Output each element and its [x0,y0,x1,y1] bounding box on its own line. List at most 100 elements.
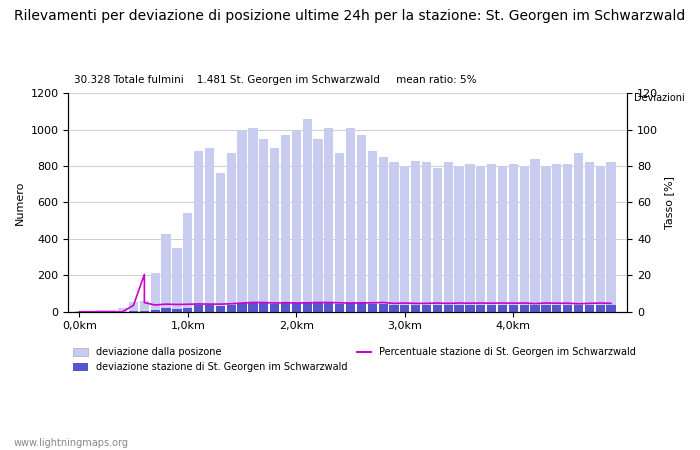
Bar [422,162,431,312]
Bar [466,305,475,312]
Bar [368,152,377,312]
Bar [314,303,323,312]
Bar [476,305,485,312]
Bar [107,310,116,312]
Bar [400,166,410,312]
Bar [302,302,312,312]
Bar [302,119,312,312]
Text: www.lightningmaps.org: www.lightningmaps.org [14,438,129,448]
Bar [563,305,572,312]
Bar [227,153,236,312]
Bar [498,166,507,312]
Bar [150,273,160,312]
Bar [346,303,355,312]
Bar [519,305,528,312]
Bar [574,305,583,312]
Bar [183,308,192,312]
Text: 30.328 Totale fulmini    1.481 St. Georgen im Schwarzwald     mean ratio: 5%: 30.328 Totale fulmini 1.481 St. Georgen … [74,76,477,86]
Bar [162,234,171,312]
Bar [476,166,485,312]
Bar [172,309,181,312]
Bar [584,162,594,312]
Bar [140,301,149,312]
Bar [248,302,258,312]
Bar [596,305,605,312]
Text: Rilevamenti per deviazione di posizione ultime 24h per la stazione: St. Georgen : Rilevamenti per deviazione di posizione … [15,9,685,23]
Bar [118,308,127,312]
Bar [292,303,301,312]
Bar [227,305,236,312]
Bar [162,309,171,312]
Bar [357,303,366,312]
Bar [454,305,463,312]
Bar [531,305,540,312]
Bar [281,303,290,312]
Bar [270,304,279,312]
Bar [466,164,475,312]
Bar [584,305,594,312]
Bar [563,164,572,312]
Bar [292,130,301,312]
Bar [531,159,540,312]
Bar [357,135,366,312]
Bar [509,164,518,312]
Bar [552,305,561,312]
Bar [444,162,453,312]
Bar [411,161,420,312]
Bar [237,131,246,312]
Bar [379,304,388,312]
Bar [606,305,615,312]
Legend: deviazione dalla posizone, deviazione stazione di St. Georgen im Schwarzwald, Pe: deviazione dalla posizone, deviazione st… [74,347,636,372]
Y-axis label: Tasso [%]: Tasso [%] [664,176,673,229]
Bar [150,310,160,312]
Bar [498,305,507,312]
Bar [183,213,192,312]
Bar [281,135,290,312]
Bar [259,139,268,312]
Bar [487,305,496,312]
Bar [519,166,528,312]
Bar [509,305,518,312]
Bar [335,304,344,312]
Bar [400,305,410,312]
Bar [346,128,355,312]
Bar [454,166,463,312]
Bar [248,128,258,312]
Bar [194,305,203,312]
Bar [379,157,388,312]
Bar [216,306,225,312]
Bar [574,153,583,312]
Bar [444,305,453,312]
Bar [433,168,442,312]
Bar [422,305,431,312]
Bar [541,166,550,312]
Bar [368,304,377,312]
Bar [552,164,561,312]
Bar [335,153,344,312]
Bar [487,164,496,312]
Bar [75,311,84,312]
Bar [389,162,398,312]
Bar [216,173,225,312]
Bar [389,305,398,312]
Bar [259,303,268,312]
Bar [433,305,442,312]
Bar [172,248,181,312]
Bar [194,152,203,312]
Bar [205,305,214,312]
Bar [324,128,333,312]
Bar [97,310,106,312]
Bar [237,303,246,312]
Bar [129,302,138,312]
Bar [314,139,323,312]
Bar [140,311,149,312]
Bar [596,166,605,312]
Y-axis label: Numero: Numero [15,180,25,225]
Bar [85,311,94,312]
Bar [541,305,550,312]
Bar [606,162,615,312]
Bar [411,305,420,312]
Bar [205,148,214,312]
Bar [270,148,279,312]
Bar [324,302,333,312]
